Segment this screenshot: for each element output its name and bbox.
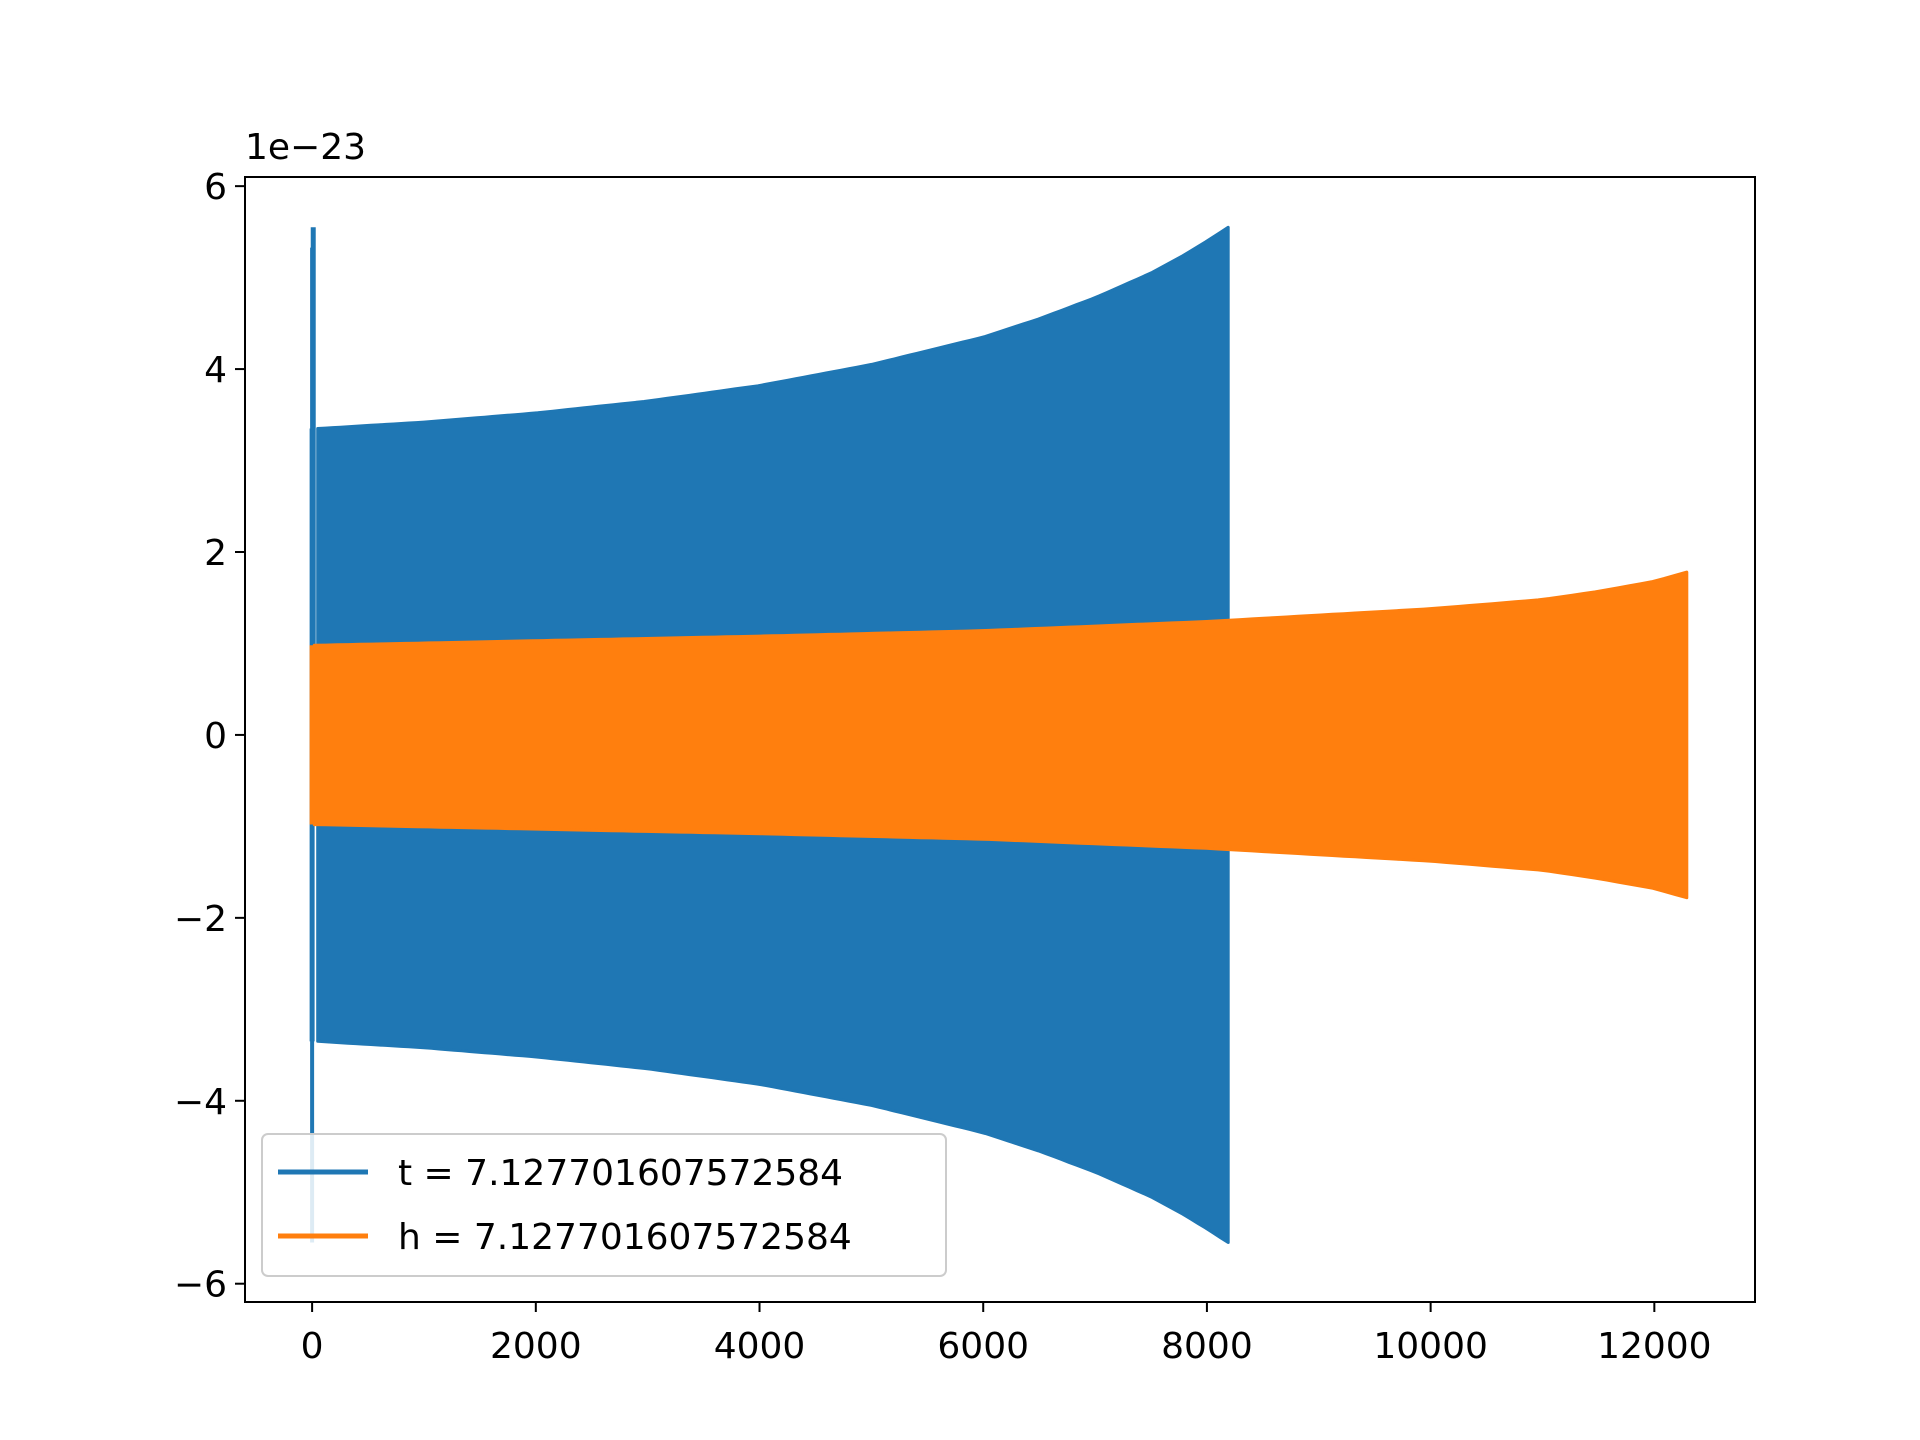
y-tick-label: −2 (174, 899, 227, 940)
x-tick-label: 4000 (714, 1326, 806, 1367)
legend-label-1: t = 7.127701607572584 (398, 1153, 843, 1194)
axes-frame (244, 176, 1756, 1303)
axis-ticks: 0 2000 4000 6000 8000 10000 12000 6 4 2 0 −2 −4 −6 (174, 167, 1712, 1367)
x-tick-label: 2000 (490, 1326, 582, 1367)
y-tick-label: 6 (204, 167, 227, 208)
legend: t = 7.127701607572584 h = 7.1277016075725… (261, 1133, 947, 1277)
plot-area (309, 225, 1689, 1244)
x-tick-label: 10000 (1373, 1326, 1488, 1367)
y-tick-label: −4 (174, 1082, 227, 1123)
y-tick-label: 4 (204, 350, 227, 391)
x-tick-label: 12000 (1597, 1326, 1712, 1367)
y-axis-offset-text: 1e−23 (245, 127, 366, 168)
x-tick-label: 0 (301, 1326, 324, 1367)
y-tick-label: 0 (204, 716, 227, 757)
x-tick-label: 6000 (937, 1326, 1029, 1367)
series-2-band (312, 570, 1689, 900)
y-tick-label: −6 (174, 1265, 227, 1306)
y-tick-label: 2 (204, 533, 227, 574)
series-2 (309, 570, 1689, 900)
x-tick-label: 8000 (1161, 1326, 1253, 1367)
legend-box (261, 1133, 947, 1277)
legend-label-2: h = 7.127701607572584 (398, 1217, 852, 1258)
